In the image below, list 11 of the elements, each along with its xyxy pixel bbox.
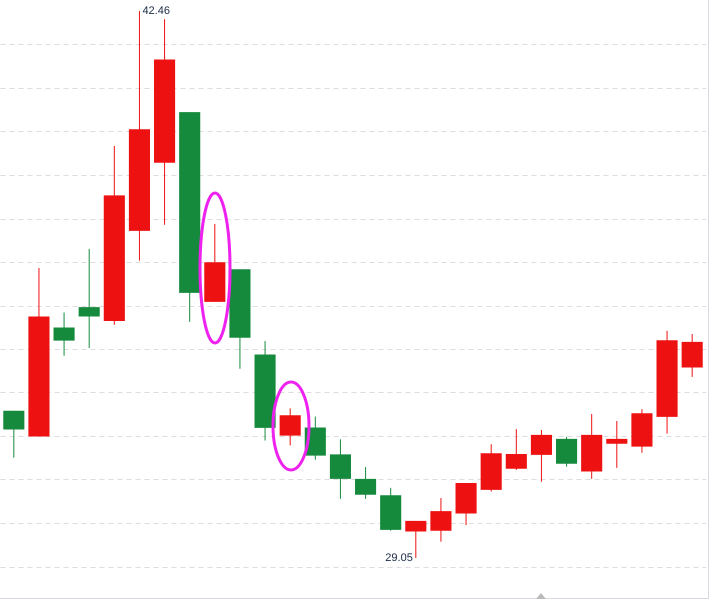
candlestick <box>355 466 376 500</box>
candlestick <box>530 429 552 482</box>
candlestick <box>280 408 301 446</box>
candlestick <box>430 498 452 542</box>
candlestick <box>78 248 100 348</box>
candlestick <box>3 410 24 458</box>
candlestick <box>506 428 527 470</box>
annotation: 42.46 <box>142 5 170 18</box>
candlestick <box>606 420 628 468</box>
candlestick <box>54 312 75 356</box>
annotation: 29.05 <box>385 552 413 564</box>
